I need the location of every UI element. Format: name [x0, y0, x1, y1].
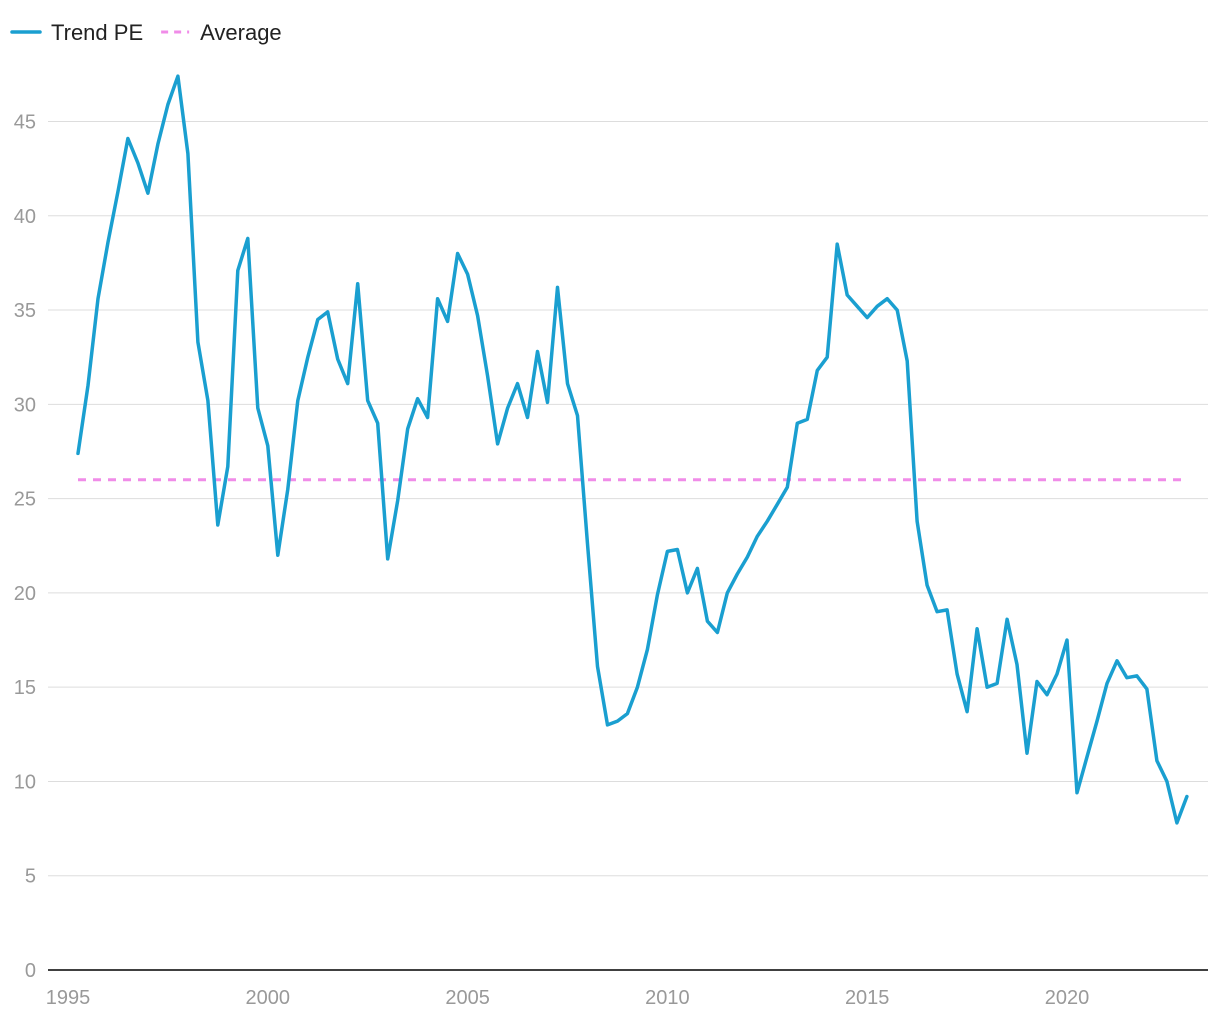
y-tick-label: 15	[14, 677, 36, 699]
x-tick-label: 2005	[445, 987, 490, 1009]
legend-label: Trend PE	[51, 20, 143, 45]
x-axis: 1995 2000 2005 2010 2015 2020	[46, 969, 1208, 1009]
y-tick-label: 0	[25, 960, 36, 982]
series-layer	[76, 74, 1189, 825]
x-tick-label: 2020	[1045, 987, 1090, 1009]
y-axis: 0 5 10 15 20 25 30 35 40 45	[14, 112, 36, 983]
x-tick-label: 2010	[645, 987, 690, 1009]
legend-item: Trend PE	[10, 20, 143, 45]
x-tick-label: 2015	[845, 987, 890, 1009]
y-tick-label: 5	[25, 866, 36, 888]
legend-label: Average	[200, 20, 282, 45]
y-tick-label: 35	[14, 300, 36, 322]
legend-item: Average	[161, 20, 282, 45]
y-tick-label: 45	[14, 112, 36, 134]
x-tick-label: 2000	[246, 987, 291, 1009]
y-tick-label: 40	[14, 206, 36, 228]
legend: Trend PE Average	[10, 20, 282, 45]
series-line-trend-pe	[76, 74, 1189, 825]
y-tick-label: 30	[14, 394, 36, 416]
y-tick-label: 25	[14, 489, 36, 511]
y-tick-label: 10	[14, 771, 36, 793]
x-tick-label: 1995	[46, 987, 91, 1009]
grid	[48, 121, 1208, 877]
y-tick-label: 20	[14, 583, 36, 605]
